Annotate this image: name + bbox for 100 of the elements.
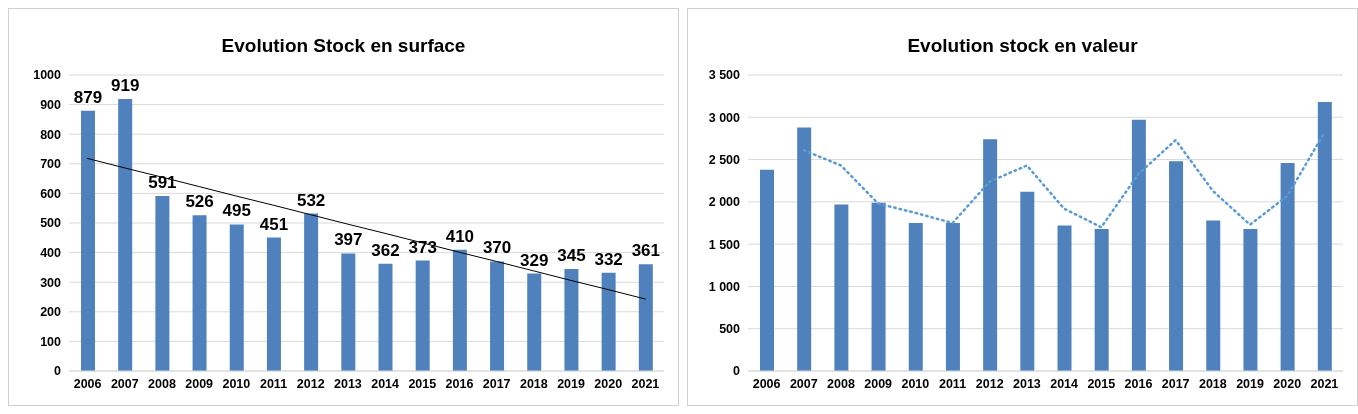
y-tick-label: 2 000 (708, 195, 741, 210)
y-tick-label: 100 (40, 334, 62, 349)
data-label: 591 (148, 173, 177, 193)
bar (266, 237, 281, 371)
x-tick-label: 2012 (296, 376, 325, 391)
y-tick-label: 900 (40, 98, 62, 113)
bar (304, 213, 319, 371)
x-tick-label: 2016 (1124, 376, 1153, 391)
bar (155, 196, 170, 371)
y-tick-label: 0 (54, 364, 62, 379)
bar (341, 253, 356, 371)
bar (452, 249, 467, 371)
bar (760, 169, 774, 371)
chart-title: Evolution Stock en surface (220, 35, 467, 58)
y-tick-label: 1000 (33, 68, 62, 83)
bar (1243, 228, 1258, 371)
bar (118, 98, 133, 371)
x-tick-label: 2019 (557, 376, 585, 391)
data-label: 919 (111, 75, 140, 95)
x-tick-label: 2011 (259, 376, 288, 391)
bar (945, 223, 960, 371)
x-tick-label: 2009 (864, 376, 893, 391)
x-tick-label: 2012 (975, 376, 1004, 391)
bar (908, 223, 923, 371)
data-label: 526 (185, 192, 214, 212)
x-tick-label: 2013 (1013, 376, 1041, 391)
y-tick-label: 700 (40, 157, 62, 172)
x-tick-label: 2014 (1050, 376, 1079, 391)
bar (1280, 162, 1295, 371)
x-tick-label: 2015 (408, 376, 437, 391)
data-label: 495 (222, 201, 251, 221)
x-tick-label: 2010 (901, 376, 930, 391)
x-tick-label: 2010 (222, 376, 251, 391)
bar (983, 139, 998, 371)
x-tick-label: 2006 (752, 376, 781, 391)
data-label: 362 (371, 240, 400, 260)
y-tick-label: 1 500 (708, 237, 741, 252)
x-tick-label: 2021 (631, 376, 660, 391)
bar (1206, 220, 1221, 371)
y-tick-label: 500 (40, 216, 62, 231)
x-tick-label: 2018 (1198, 376, 1227, 391)
y-tick-label: 0 (733, 364, 741, 379)
line-series (802, 131, 1326, 229)
bar (638, 264, 653, 371)
x-tick-label: 2007 (110, 376, 139, 391)
x-tick-label: 2017 (1161, 376, 1190, 391)
x-tick-label: 2008 (827, 376, 855, 391)
x-tick-label: 2020 (1273, 376, 1302, 391)
x-tick-label: 2015 (1087, 376, 1116, 391)
data-label: 370 (482, 238, 512, 258)
y-tick-label: 600 (40, 186, 62, 201)
chart-title: Evolution stock en valeur (906, 35, 1139, 58)
data-label: 879 (73, 87, 103, 107)
bar (564, 268, 579, 371)
x-tick-label: 2011 (938, 376, 967, 391)
bar (192, 215, 207, 371)
bar (527, 273, 542, 371)
bar (1317, 102, 1332, 371)
bar (1094, 228, 1109, 371)
data-label: 451 (259, 214, 289, 234)
bar (1131, 119, 1146, 371)
y-tick-label: 200 (40, 305, 62, 320)
y-tick-label: 500 (719, 322, 741, 337)
bar (1057, 225, 1072, 371)
bar (490, 261, 505, 371)
bar (378, 263, 393, 371)
data-label: 397 (334, 230, 363, 250)
bar (1020, 191, 1035, 371)
bar (229, 224, 244, 371)
y-tick-label: 3 500 (708, 68, 741, 83)
data-label: 345 (557, 245, 586, 265)
x-tick-label: 2019 (1236, 376, 1264, 391)
bar (81, 110, 95, 371)
data-label: 373 (408, 237, 437, 257)
x-tick-label: 2013 (334, 376, 362, 391)
x-tick-label: 2014 (371, 376, 400, 391)
bar (1169, 161, 1184, 371)
x-tick-label: 2021 (1310, 376, 1339, 391)
y-tick-label: 300 (40, 275, 62, 290)
data-label: 532 (296, 190, 326, 210)
bar (834, 204, 849, 371)
data-label: 410 (445, 226, 475, 246)
y-tick-label: 800 (40, 127, 62, 142)
data-label: 361 (631, 241, 660, 261)
x-tick-label: 2018 (519, 376, 548, 391)
bar (601, 272, 616, 371)
x-tick-label: 2006 (73, 376, 102, 391)
x-tick-label: 2008 (148, 376, 176, 391)
y-tick-label: 3 000 (708, 110, 741, 125)
bar (871, 202, 886, 371)
x-tick-label: 2009 (185, 376, 214, 391)
y-tick-label: 2 500 (708, 153, 741, 168)
bar (415, 260, 430, 371)
y-tick-label: 1 000 (708, 279, 741, 294)
x-tick-label: 2016 (445, 376, 474, 391)
bar (797, 127, 812, 371)
data-label: 332 (594, 249, 623, 269)
x-tick-label: 2007 (789, 376, 818, 391)
y-tick-label: 400 (40, 246, 62, 261)
x-tick-label: 2020 (594, 376, 623, 391)
